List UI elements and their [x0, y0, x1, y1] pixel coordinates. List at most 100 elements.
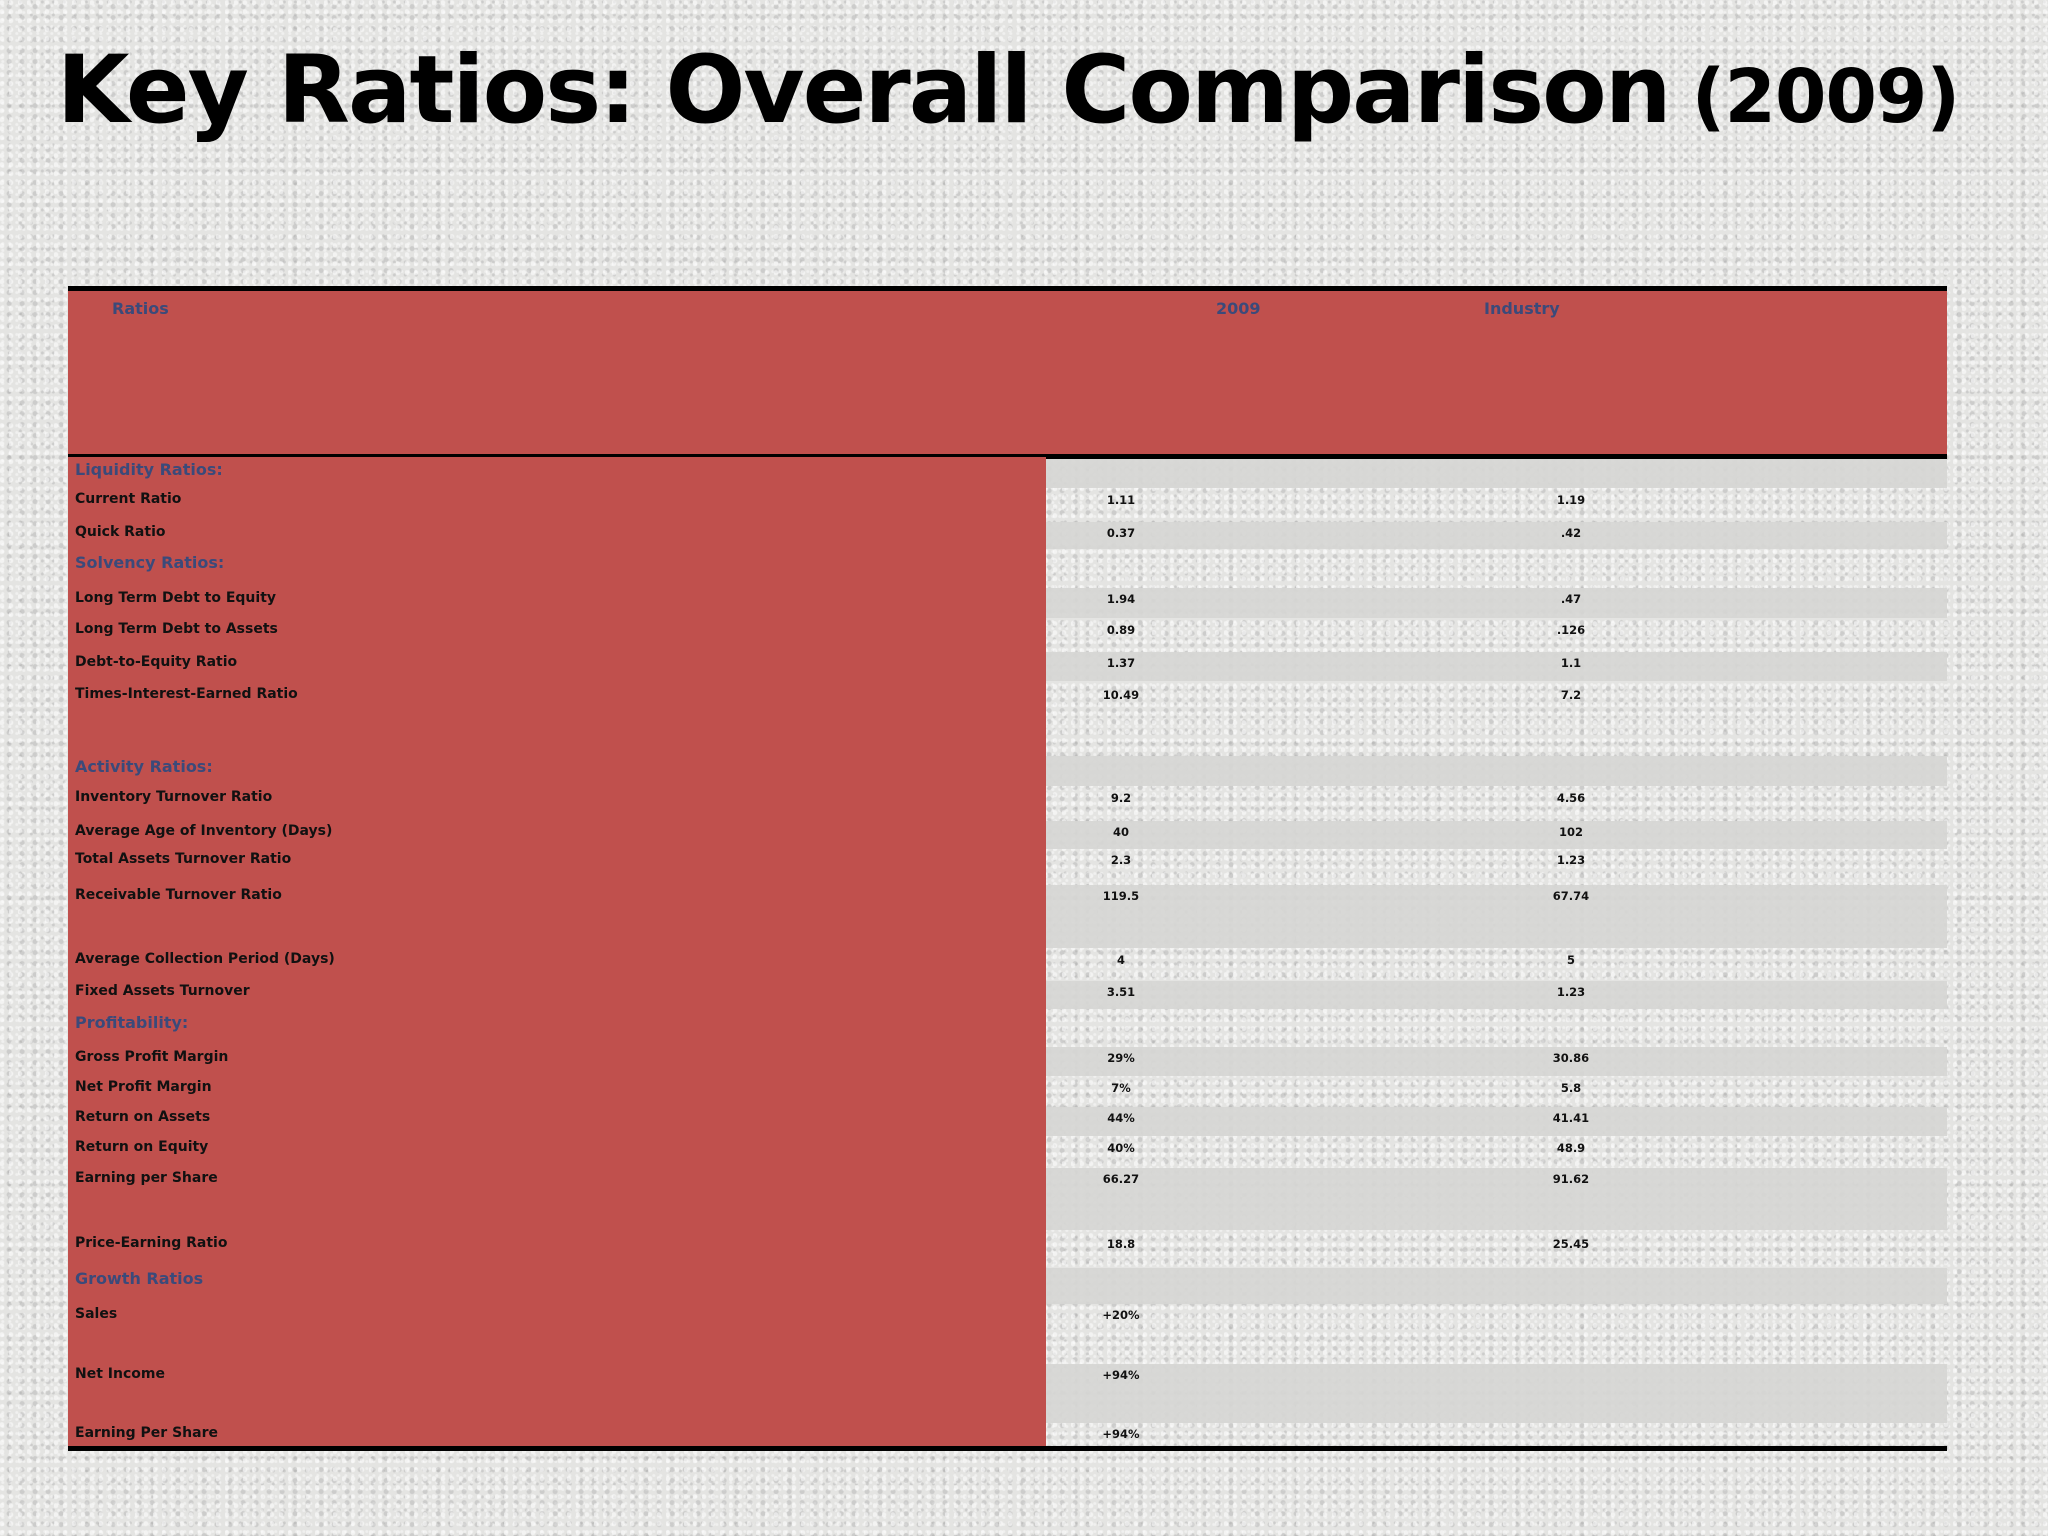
value-industry: 4.56	[1556, 791, 1586, 805]
title-year: (2009)	[1691, 54, 1961, 140]
section-row: Activity Ratios:	[68, 756, 1947, 786]
value-2009: 40	[1112, 825, 1130, 839]
value-band	[1046, 522, 1947, 549]
ratio-label: Times-Interest-Earned Ratio	[75, 686, 298, 702]
value-2009: 1.37	[1106, 656, 1136, 670]
value-band	[1046, 787, 1947, 816]
title-main: Key Ratios: Overall Comparison	[56, 36, 1672, 145]
value-band	[1046, 552, 1947, 581]
value-industry: 67.74	[1552, 889, 1590, 903]
table-row: Long Term Debt to Equity 1.94 .47	[68, 588, 1947, 618]
value-band	[1046, 652, 1947, 681]
value-industry: .42	[1560, 526, 1582, 540]
value-industry: 1.1	[1560, 656, 1582, 670]
ratio-label: Long Term Debt to Assets	[75, 621, 278, 637]
ratio-label: Total Assets Turnover Ratio	[75, 851, 292, 867]
value-band	[1046, 1012, 1947, 1040]
value-2009: 44%	[1107, 1111, 1135, 1125]
slide-title: Key Ratios: Overall Comparison (2009)	[0, 36, 2016, 145]
ratio-label: Long Term Debt to Equity	[75, 590, 277, 606]
value-industry: 25.45	[1552, 1237, 1590, 1251]
ratio-label: Fixed Assets Turnover	[75, 983, 250, 999]
value-industry: 91.62	[1552, 1172, 1590, 1186]
table-row: Net Profit Margin 7% 5.8	[68, 1077, 1947, 1105]
value-industry: 1.23	[1556, 985, 1586, 999]
value-band	[1046, 1137, 1947, 1167]
section-label: Liquidity Ratios:	[75, 460, 223, 479]
table-row: Total Assets Turnover Ratio 2.3 1.23	[68, 849, 1947, 882]
table-top-rule	[68, 286, 1947, 291]
label-column-band	[68, 457, 1046, 1446]
value-band	[1046, 885, 1947, 948]
value-band	[1046, 1268, 1947, 1304]
value-2009: 10.49	[1102, 688, 1140, 702]
value-2009: 66.27	[1102, 1172, 1140, 1186]
table-row: Earning per Share 66.27 91.62	[68, 1168, 1947, 1230]
value-industry: 102	[1558, 825, 1584, 839]
table-row: Current Ratio 1.11 1.19	[68, 489, 1947, 518]
ratios-table: Ratios 2009 Industry Liquidity Ratios: Cu…	[68, 286, 1947, 1451]
section-row: Solvency Ratios:	[68, 552, 1947, 581]
section-label: Profitability:	[75, 1013, 189, 1032]
value-2009: 7%	[1111, 1081, 1131, 1095]
value-2009: 1.11	[1106, 493, 1136, 507]
ratio-label: Return on Assets	[75, 1109, 211, 1125]
header-ratios: Ratios	[112, 299, 169, 318]
section-label: Activity Ratios:	[75, 757, 213, 776]
table-row: Inventory Turnover Ratio 9.2 4.56	[68, 787, 1947, 816]
table-row: Return on Equity 40% 48.9	[68, 1137, 1947, 1167]
table-row: Gross Profit Margin 29% 30.86	[68, 1047, 1947, 1076]
value-2009: 3.51	[1106, 985, 1136, 999]
ratio-label: Average Collection Period (Days)	[75, 951, 335, 967]
table-row: Price-Earning Ratio 18.8 25.45	[68, 1233, 1947, 1261]
value-2009: 40%	[1107, 1141, 1135, 1155]
table-row: Average Collection Period (Days) 4 5	[68, 949, 1947, 979]
table-row: Earning Per Share +94%	[68, 1423, 1947, 1446]
ratio-label: Gross Profit Margin	[75, 1049, 229, 1065]
value-industry: 30.86	[1552, 1051, 1590, 1065]
table-row: Sales +20%	[68, 1304, 1947, 1349]
value-industry: .47	[1560, 592, 1582, 606]
ratio-label: Net Profit Margin	[75, 1079, 212, 1095]
value-band	[1046, 1168, 1947, 1230]
ratio-label: Net Income	[75, 1366, 165, 1382]
header-industry: Industry	[1484, 299, 1560, 318]
value-industry: 1.19	[1556, 493, 1586, 507]
section-row: Profitability:	[68, 1012, 1947, 1040]
section-row: Liquidity Ratios:	[68, 459, 1947, 488]
ratio-label: Earning per Share	[75, 1170, 218, 1186]
value-industry: 5.8	[1560, 1081, 1582, 1095]
value-2009: +94%	[1102, 1368, 1140, 1382]
ratio-label: Average Age of Inventory (Days)	[75, 823, 333, 839]
value-industry: 1.23	[1556, 853, 1586, 867]
header-bottom-rule	[68, 454, 1947, 459]
value-band	[1046, 588, 1947, 618]
table-row: Times-Interest-Earned Ratio 10.49 7.2	[68, 684, 1947, 746]
value-band	[1046, 1107, 1947, 1136]
table-header: Ratios 2009 Industry	[68, 291, 1947, 457]
value-2009: 29%	[1107, 1051, 1135, 1065]
table-row: Average Age of Inventory (Days) 40 102	[68, 821, 1947, 849]
table-row: Debt-to-Equity Ratio 1.37 1.1	[68, 652, 1947, 681]
table-bottom-rule	[68, 1446, 1947, 1451]
table-row: Return on Assets 44% 41.41	[68, 1107, 1947, 1136]
value-band	[1046, 489, 1947, 518]
ratio-label: Receivable Turnover Ratio	[75, 887, 282, 903]
table-row: Fixed Assets Turnover 3.51 1.23	[68, 981, 1947, 1009]
ratio-label: Inventory Turnover Ratio	[75, 789, 273, 805]
value-band	[1046, 949, 1947, 979]
value-band	[1046, 1047, 1947, 1076]
header-2009: 2009	[1216, 299, 1261, 318]
value-band	[1046, 821, 1947, 849]
ratio-label: Current Ratio	[75, 491, 182, 507]
value-2009: 9.2	[1110, 791, 1132, 805]
value-industry: 48.9	[1556, 1141, 1586, 1155]
ratio-label: Return on Equity	[75, 1139, 209, 1155]
value-2009: 2.3	[1110, 853, 1132, 867]
value-2009: 119.5	[1102, 889, 1140, 903]
value-band	[1046, 1423, 1947, 1446]
value-2009: 0.89	[1106, 623, 1136, 637]
table-row: Long Term Debt to Assets 0.89 .126	[68, 619, 1947, 648]
ratio-label: Debt-to-Equity Ratio	[75, 654, 238, 670]
ratio-label: Earning Per Share	[75, 1425, 218, 1441]
